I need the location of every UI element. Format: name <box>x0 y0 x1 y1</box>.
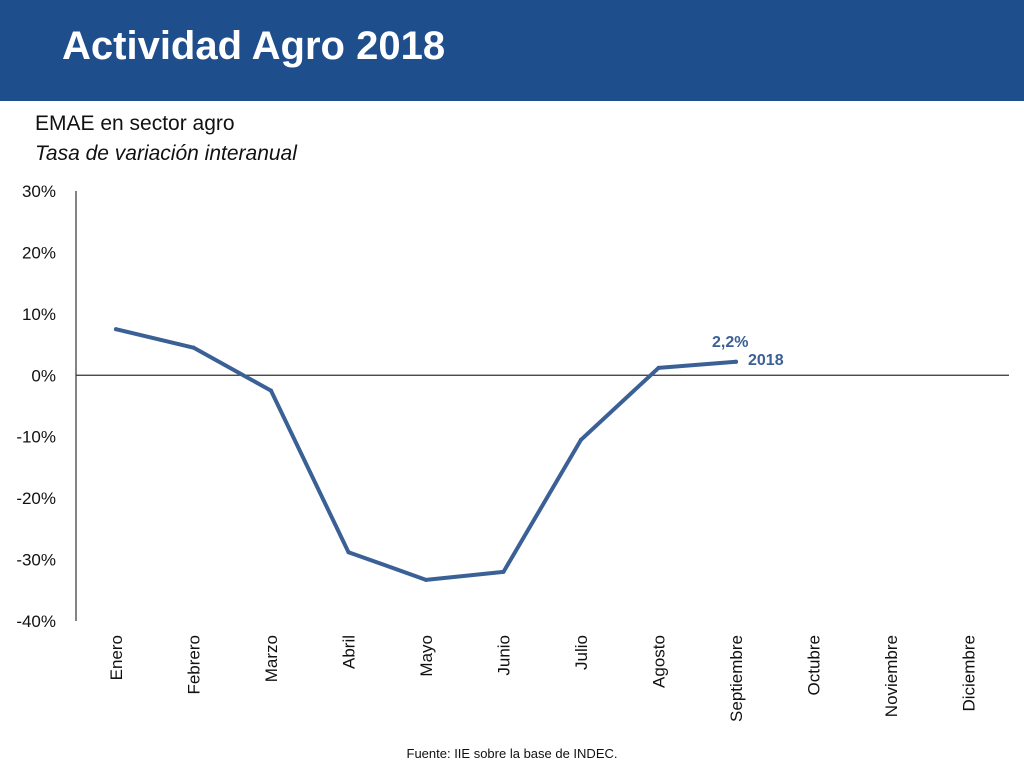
data-point <box>346 550 351 555</box>
y-tick-label: 30% <box>22 182 56 201</box>
y-tick-label: -30% <box>16 551 56 570</box>
series-line <box>114 327 738 582</box>
x-tick-label: Julio <box>572 635 591 670</box>
x-tick-label: Junio <box>495 635 514 676</box>
x-tick-label: Enero <box>107 635 126 680</box>
data-point <box>579 437 583 442</box>
x-tick-label: Octubre <box>805 635 824 695</box>
source-note: Fuente: IIE sobre la base de INDEC. <box>406 746 618 761</box>
chart-title: EMAE en sector agro <box>35 112 235 135</box>
data-point <box>501 569 506 574</box>
x-tick-label: Diciembre <box>960 635 979 712</box>
x-tick-label: Septiembre <box>727 635 746 722</box>
y-tick-label: 10% <box>22 305 56 324</box>
header-bar: Actividad Agro 2018 <box>0 0 1024 101</box>
x-tick-label: Marzo <box>262 635 281 682</box>
x-tick-label: Febrero <box>185 635 204 695</box>
x-tick-label: Abril <box>340 635 359 669</box>
data-point <box>656 365 661 370</box>
data-label: 2,2% <box>712 334 748 351</box>
data-point <box>269 388 273 393</box>
y-tick-label: -20% <box>16 489 56 508</box>
series-label: 2018 <box>748 352 784 369</box>
y-tick-label: -40% <box>16 612 56 631</box>
data-point <box>114 327 118 332</box>
y-tick-label: 0% <box>31 366 56 385</box>
data-point <box>191 345 196 350</box>
x-tick-label: Noviembre <box>882 635 901 717</box>
data-point <box>424 577 428 582</box>
y-tick-label: -10% <box>16 428 56 447</box>
page-title: Actividad Agro 2018 <box>62 24 446 68</box>
chart-subtitle: Tasa de variación interanual <box>35 142 297 165</box>
data-point <box>734 359 738 364</box>
x-tick-label: Mayo <box>417 635 436 677</box>
y-tick-label: 20% <box>22 243 56 262</box>
x-tick-label: Agosto <box>650 635 669 688</box>
